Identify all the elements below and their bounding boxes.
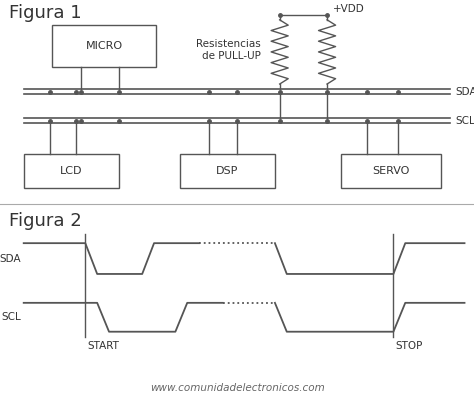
Text: SCL: SCL xyxy=(1,312,21,322)
Text: DSP: DSP xyxy=(216,166,239,176)
FancyBboxPatch shape xyxy=(24,154,119,188)
Text: SCL: SCL xyxy=(455,116,474,126)
Text: MICRO: MICRO xyxy=(86,41,123,51)
FancyBboxPatch shape xyxy=(341,154,441,188)
Text: Figura 2: Figura 2 xyxy=(9,213,82,230)
FancyBboxPatch shape xyxy=(180,154,275,188)
Text: SDA: SDA xyxy=(0,253,21,263)
Text: www.comunidadelectronicos.com: www.comunidadelectronicos.com xyxy=(150,383,324,393)
Text: SDA: SDA xyxy=(455,87,474,97)
Text: Figura 1: Figura 1 xyxy=(9,4,82,22)
Text: LCD: LCD xyxy=(60,166,82,176)
FancyBboxPatch shape xyxy=(52,25,156,67)
Text: +VDD: +VDD xyxy=(333,4,365,14)
Text: Resistencias
de PULL-UP: Resistencias de PULL-UP xyxy=(196,39,261,61)
Text: STOP: STOP xyxy=(396,341,423,351)
Text: START: START xyxy=(88,341,119,351)
Text: SERVO: SERVO xyxy=(373,166,410,176)
